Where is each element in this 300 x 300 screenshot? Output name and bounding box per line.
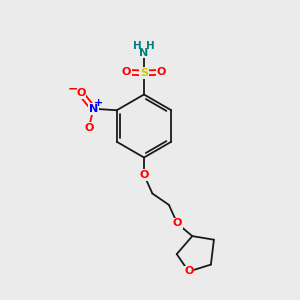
Text: O: O: [184, 266, 194, 277]
Text: N: N: [89, 104, 98, 114]
Text: O: O: [139, 170, 149, 180]
Text: O: O: [84, 123, 94, 133]
Text: O: O: [172, 218, 182, 229]
Text: +: +: [94, 98, 103, 108]
Text: −: −: [68, 82, 79, 95]
Text: O: O: [122, 67, 131, 77]
Text: O: O: [76, 88, 86, 98]
Text: H: H: [133, 41, 142, 51]
Text: S: S: [140, 68, 148, 78]
Text: O: O: [157, 67, 166, 77]
Text: H: H: [146, 41, 155, 51]
Text: N: N: [140, 47, 148, 58]
